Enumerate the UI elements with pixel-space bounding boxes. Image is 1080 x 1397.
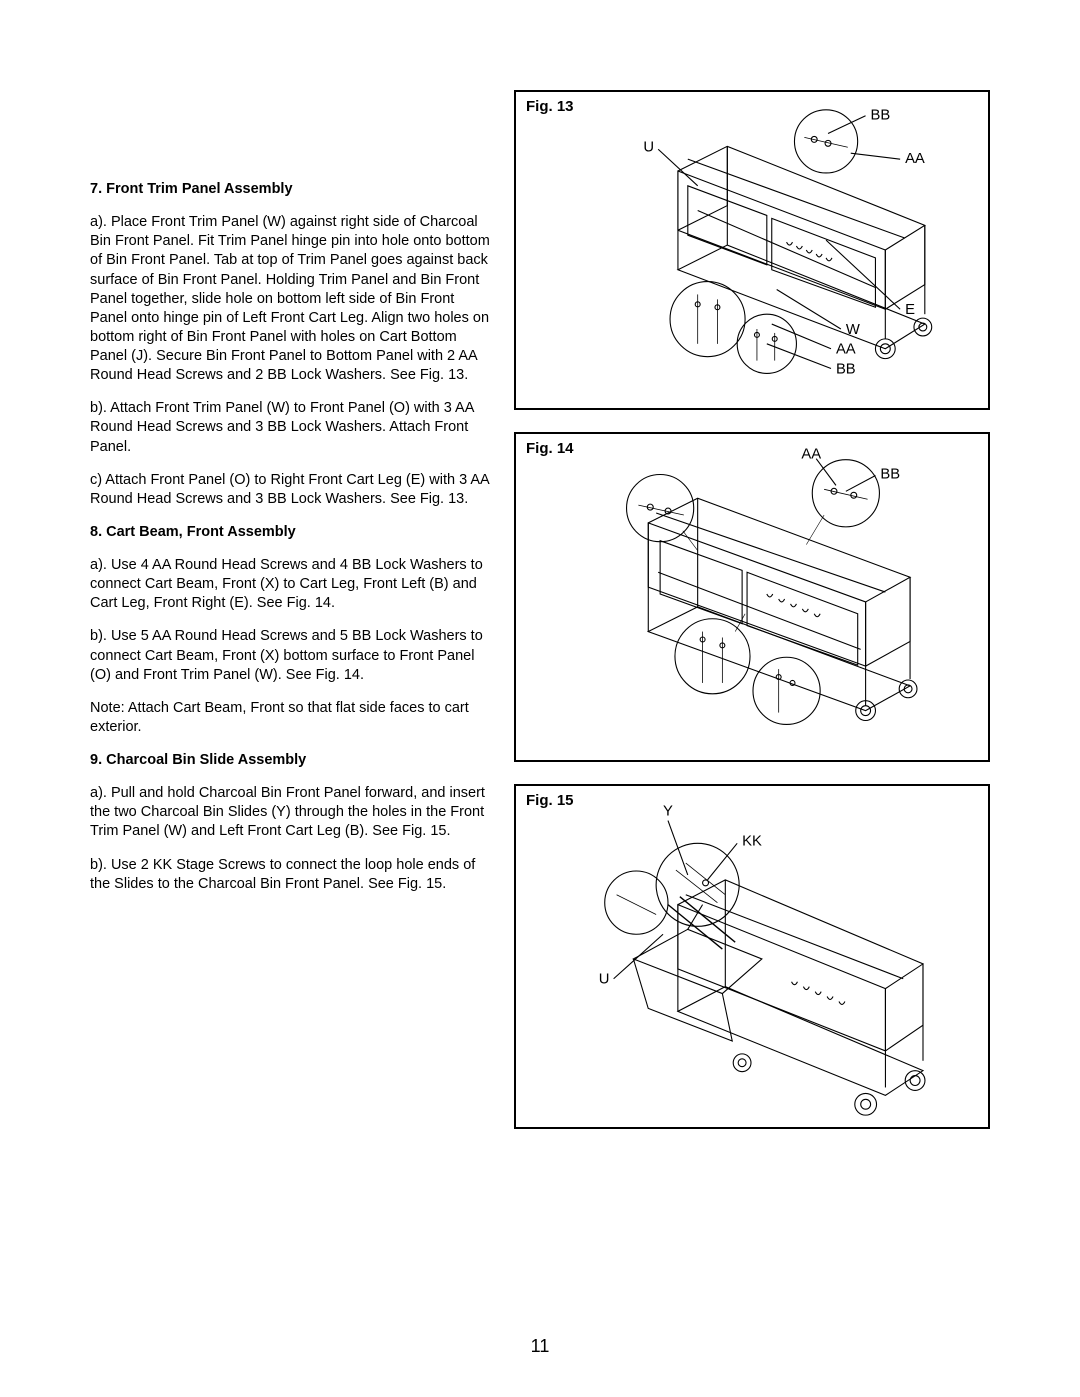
figure-15: Fig. 15 (514, 784, 990, 1129)
paragraph: a). Use 4 AA Round Head Screws and 4 BB … (90, 556, 490, 613)
svg-text:BB: BB (836, 361, 856, 377)
figure-label: Fig. 13 (526, 98, 574, 115)
figure-label: Fig. 15 (526, 792, 574, 809)
section-heading-7: 7. Front Trim Panel Assembly (90, 180, 490, 199)
figure-13-svg: BB U AA E W AA BB (516, 92, 988, 408)
svg-text:AA: AA (801, 447, 821, 463)
svg-text:E: E (905, 302, 915, 318)
content-area: 7. Front Trim Panel Assembly a). Place F… (90, 90, 990, 1129)
section-heading-8: 8. Cart Beam, Front Assembly (90, 523, 490, 542)
svg-text:AA: AA (836, 342, 856, 358)
paragraph: b). Use 5 AA Round Head Screws and 5 BB … (90, 627, 490, 684)
text-column: 7. Front Trim Panel Assembly a). Place F… (90, 90, 490, 1129)
svg-text:BB: BB (880, 466, 900, 482)
paragraph: a). Pull and hold Charcoal Bin Front Pan… (90, 784, 490, 841)
section-heading-9: 9. Charcoal Bin Slide Assembly (90, 751, 490, 770)
page-number: 11 (531, 1336, 550, 1357)
svg-text:KK: KK (742, 833, 762, 849)
figure-14-svg: AA BB (516, 434, 988, 760)
svg-text:Y: Y (663, 804, 673, 820)
svg-text:BB: BB (871, 108, 891, 124)
paragraph: b). Attach Front Trim Panel (W) to Front… (90, 399, 490, 456)
svg-text:U: U (599, 972, 610, 988)
page: 7. Front Trim Panel Assembly a). Place F… (0, 0, 1080, 1397)
figure-13: Fig. 13 (514, 90, 990, 410)
figure-label: Fig. 14 (526, 440, 574, 457)
paragraph: a). Place Front Trim Panel (W) against r… (90, 213, 490, 385)
paragraph: Note: Attach Cart Beam, Front so that fl… (90, 699, 490, 737)
paragraph: b). Use 2 KK Stage Screws to connect the… (90, 856, 490, 894)
svg-text:AA: AA (905, 151, 925, 167)
figure-14: Fig. 14 (514, 432, 990, 762)
svg-text:U: U (643, 139, 654, 155)
figure-15-svg: Y KK U (516, 786, 988, 1127)
figure-column: Fig. 13 (514, 90, 990, 1129)
svg-text:W: W (846, 322, 860, 338)
paragraph: c) Attach Front Panel (O) to Right Front… (90, 471, 490, 509)
